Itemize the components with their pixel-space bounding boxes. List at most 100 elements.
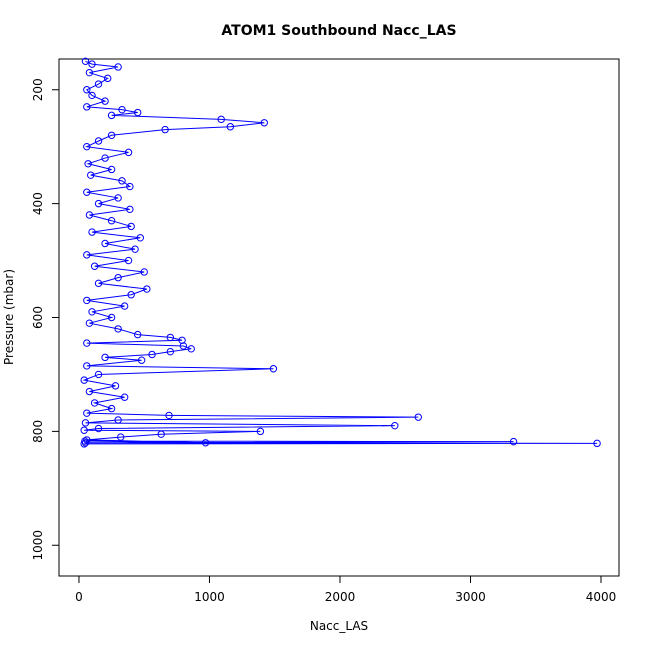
- data-point: [107, 111, 116, 120]
- data-point: [593, 439, 601, 448]
- data-point: [127, 291, 135, 299]
- data-point: [269, 365, 278, 373]
- data-point: [94, 424, 103, 433]
- data-point: [148, 350, 156, 359]
- data-point: [101, 239, 109, 248]
- data-point: [80, 440, 88, 448]
- data-point: [161, 125, 169, 134]
- data-point: [83, 296, 91, 305]
- data-point: [94, 137, 103, 145]
- data-point: [85, 319, 94, 327]
- chart-title: ATOM1 Southbound Nacc_LAS: [221, 23, 456, 39]
- data-point: [83, 339, 91, 347]
- y-tick-label: 400: [31, 192, 45, 215]
- data-point: [114, 63, 122, 71]
- y-tick-label: 600: [31, 306, 45, 329]
- data-point: [111, 382, 120, 390]
- data-point: [94, 80, 103, 88]
- data-point: [166, 347, 175, 356]
- data-point: [140, 268, 148, 276]
- data-point: [83, 436, 91, 444]
- data-point: [137, 356, 146, 364]
- data-point: [120, 393, 129, 401]
- data-point: [143, 285, 151, 293]
- data-point: [88, 91, 96, 100]
- data-point: [103, 74, 112, 83]
- data-point: [101, 353, 109, 362]
- data-point: [83, 142, 91, 151]
- data-point: [114, 194, 122, 202]
- data-point: [107, 404, 116, 413]
- data-point: [126, 182, 134, 191]
- x-tick-label: 0: [75, 590, 83, 604]
- data-point: [94, 279, 103, 288]
- data-point: [107, 165, 116, 174]
- data-point: [84, 160, 92, 168]
- data-point: [94, 370, 103, 379]
- data-point: [88, 228, 96, 236]
- data-point: [80, 376, 88, 384]
- y-tick-label: 800: [31, 420, 45, 443]
- y-tick-label: 200: [31, 78, 45, 101]
- x-axis-title: Nacc_LAS: [310, 619, 368, 633]
- data-point: [256, 427, 265, 436]
- data-point: [90, 399, 99, 407]
- data-point: [117, 433, 125, 441]
- data-point: [509, 437, 518, 446]
- data-point: [83, 251, 91, 259]
- data-point: [114, 273, 122, 282]
- data-point: [114, 416, 122, 424]
- y-tick-label: 1000: [31, 530, 45, 561]
- data-point: [80, 426, 88, 434]
- data-point: [187, 345, 195, 353]
- data-point: [136, 234, 145, 242]
- data-point: [166, 333, 175, 342]
- data-point: [90, 262, 99, 270]
- data-point: [83, 362, 91, 370]
- data-point: [133, 108, 142, 117]
- data-line: [82, 60, 598, 445]
- data-point: [81, 57, 90, 65]
- data-point: [87, 171, 95, 179]
- data-point: [124, 256, 133, 265]
- data-point: [85, 211, 94, 219]
- data-point: [120, 302, 129, 310]
- x-tick-label: 4000: [586, 590, 617, 604]
- x-tick-label: 1000: [194, 590, 225, 604]
- data-point: [178, 336, 186, 344]
- data-point: [83, 188, 91, 196]
- data-point: [83, 409, 91, 417]
- data-point: [81, 437, 89, 445]
- data-point: [85, 68, 94, 77]
- data-point: [83, 86, 91, 94]
- data-point: [260, 119, 268, 127]
- data-point: [165, 411, 173, 420]
- data-point: [201, 439, 210, 447]
- data-point: [85, 387, 94, 396]
- x-tick-label: 2000: [325, 590, 356, 604]
- data-point: [107, 313, 116, 322]
- x-tick-label: 3000: [455, 590, 486, 604]
- data-point: [101, 97, 109, 105]
- data-point: [414, 413, 422, 421]
- data-point: [217, 115, 225, 124]
- data-point: [107, 131, 116, 139]
- data-point: [101, 154, 109, 162]
- data-point: [124, 148, 133, 157]
- data-point: [114, 325, 122, 333]
- data-point: [133, 330, 142, 339]
- data-point: [118, 105, 126, 114]
- data-point: [391, 421, 399, 430]
- data-point: [226, 123, 235, 131]
- data-point: [88, 308, 96, 316]
- data-point: [94, 199, 103, 208]
- data-point: [83, 103, 91, 111]
- data-point: [127, 222, 135, 231]
- data-point: [107, 217, 116, 225]
- data-point: [126, 205, 134, 214]
- data-point: [81, 419, 90, 427]
- data-point: [88, 60, 96, 68]
- y-axis-title: Pressure (mbar): [2, 269, 16, 365]
- data-point: [118, 177, 126, 185]
